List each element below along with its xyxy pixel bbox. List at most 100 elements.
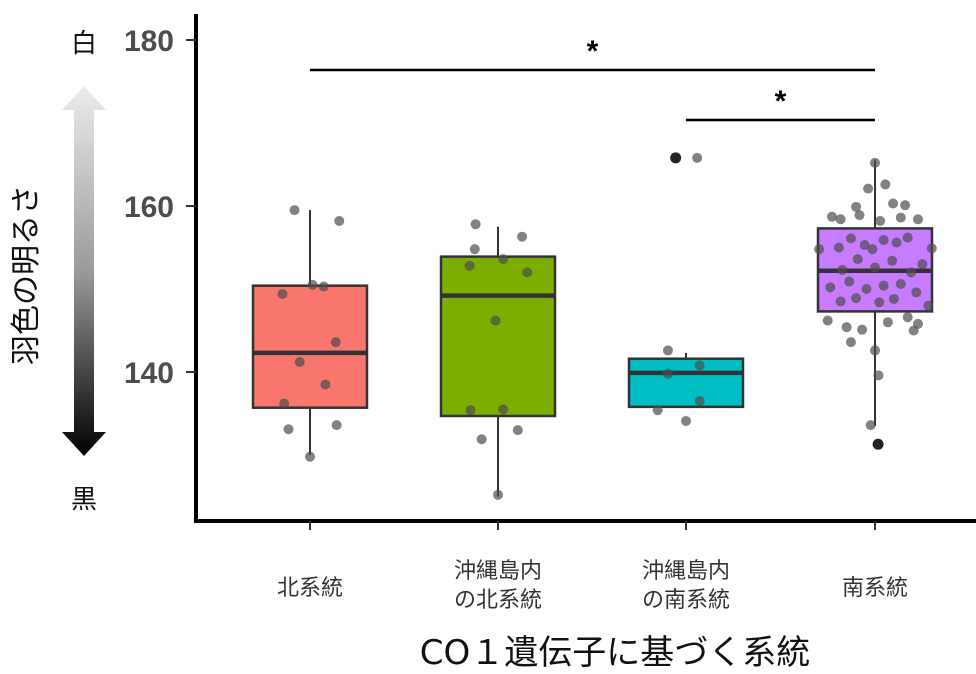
data-point — [694, 396, 705, 407]
data-point — [854, 210, 865, 221]
data-point — [863, 183, 874, 194]
box-group — [814, 157, 937, 450]
data-point — [827, 211, 837, 222]
x-tick-label: 沖縄島内 — [454, 559, 542, 584]
data-point — [851, 201, 862, 212]
data-point — [277, 288, 288, 299]
x-tick-label: の北系統 — [454, 588, 542, 613]
data-point — [873, 370, 884, 381]
data-point — [522, 267, 533, 278]
data-point — [906, 267, 917, 278]
data-point — [825, 282, 836, 293]
data-point — [887, 255, 898, 266]
data-point — [913, 214, 923, 225]
data-point — [837, 264, 848, 275]
data-point — [882, 317, 893, 328]
data-point — [867, 244, 878, 255]
data-point — [283, 424, 294, 435]
x-axis-label: CO１遺伝子に基づく系統 — [420, 633, 811, 673]
data-point — [305, 451, 315, 462]
data-point — [857, 324, 868, 335]
data-point — [490, 315, 501, 326]
x-tick-label: 南系統 — [842, 576, 908, 601]
data-point — [870, 262, 880, 273]
data-point — [465, 405, 476, 416]
data-point — [814, 244, 825, 255]
data-point — [851, 293, 862, 304]
box-group — [251, 205, 369, 462]
iqr-box — [251, 284, 369, 409]
data-point — [330, 337, 341, 348]
data-point — [878, 280, 889, 291]
y-tick-label: 180 — [124, 25, 174, 58]
data-point — [334, 215, 345, 226]
data-point — [498, 254, 509, 265]
data-point — [517, 231, 528, 242]
data-point — [875, 215, 886, 226]
significance-label: * — [587, 35, 599, 68]
data-point — [662, 345, 673, 356]
data-point — [833, 242, 844, 253]
data-point — [845, 233, 856, 244]
data-point — [870, 345, 880, 356]
x-tick-label: 北系統 — [277, 576, 343, 601]
significance-brackets: ** — [310, 35, 875, 122]
brightness-gradient-arrow — [62, 86, 106, 456]
data-point — [464, 260, 475, 271]
data-point — [493, 489, 503, 500]
data-point — [888, 293, 899, 304]
iqr-box — [439, 255, 557, 418]
y-tick-label: 160 — [124, 191, 174, 224]
data-point — [865, 420, 876, 431]
data-point — [900, 200, 911, 211]
boxes — [251, 152, 937, 500]
data-point — [835, 214, 846, 225]
y-ticks: 140 160 180 — [124, 25, 196, 390]
outlier-point — [872, 438, 884, 450]
data-point — [923, 300, 934, 311]
data-point — [331, 420, 342, 431]
data-point — [902, 312, 913, 323]
data-point — [476, 434, 487, 445]
data-point — [681, 415, 691, 426]
data-point — [318, 281, 329, 292]
data-point — [878, 235, 889, 246]
data-point — [870, 157, 880, 168]
iqr-box — [627, 357, 745, 409]
outlier-point — [670, 152, 682, 164]
data-point — [692, 152, 703, 163]
data-point — [694, 360, 705, 371]
data-point — [902, 232, 913, 243]
data-point — [891, 237, 902, 248]
data-point — [469, 244, 480, 255]
y-tick-label: 140 — [124, 357, 174, 390]
data-point — [852, 254, 863, 265]
data-point — [662, 368, 673, 379]
gradient-bottom-label: 黒 — [71, 485, 97, 515]
data-point — [926, 243, 937, 254]
data-point — [888, 198, 899, 209]
data-point — [861, 284, 872, 294]
x-tick-label: の南系統 — [642, 588, 730, 613]
gradient-top-label: 白 — [71, 29, 97, 59]
data-point — [859, 240, 870, 251]
data-point — [294, 357, 305, 368]
data-point — [880, 179, 891, 190]
data-point — [279, 398, 290, 409]
data-point — [908, 325, 919, 336]
box-group — [627, 152, 745, 426]
data-point — [895, 279, 906, 290]
data-point — [652, 405, 663, 416]
data-point — [512, 425, 523, 436]
data-point — [845, 337, 856, 348]
data-point — [498, 404, 509, 415]
data-point — [307, 279, 318, 290]
data-point — [844, 276, 855, 287]
data-point — [841, 322, 852, 333]
data-point — [320, 379, 331, 390]
data-point — [895, 212, 906, 223]
data-point — [917, 259, 928, 270]
x-tick-label: 沖縄島内 — [642, 559, 730, 584]
